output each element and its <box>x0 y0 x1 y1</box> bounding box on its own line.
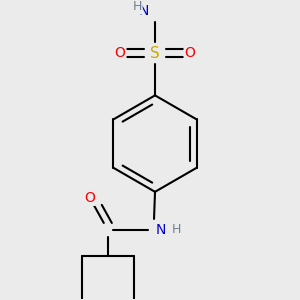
Text: N: N <box>139 4 149 18</box>
Text: O: O <box>114 46 125 60</box>
Text: H: H <box>132 1 142 13</box>
Text: H: H <box>172 224 182 236</box>
Text: O: O <box>84 191 95 205</box>
Text: S: S <box>150 46 160 61</box>
Text: N: N <box>156 223 166 237</box>
Text: O: O <box>185 46 196 60</box>
